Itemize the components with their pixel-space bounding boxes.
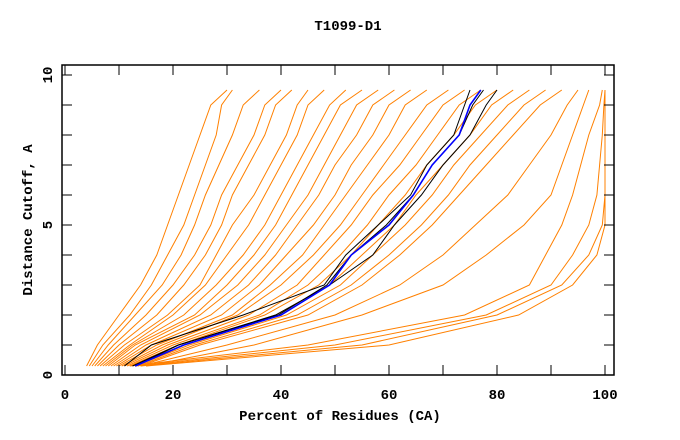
model-line-9	[110, 89, 379, 367]
x-tick-label: 40	[273, 388, 290, 404]
reference-line-28	[134, 89, 498, 367]
y-tick-label: 5	[41, 221, 57, 229]
model-line-3	[94, 89, 282, 367]
highlighted-model-line-30	[134, 89, 482, 367]
model-line-13	[121, 89, 449, 367]
x-tick-label: 20	[165, 388, 182, 404]
x-tick-label: 0	[61, 388, 69, 404]
model-line-10	[113, 89, 395, 367]
model-line-25	[140, 90, 606, 367]
reference-line-29	[132, 89, 484, 367]
x-tick-label: 80	[489, 388, 506, 404]
reference-line-27	[124, 89, 471, 367]
x-tick-label: 100	[592, 388, 617, 404]
x-tick-label: 60	[381, 388, 398, 404]
model-line-8	[107, 89, 363, 367]
model-line-12	[118, 89, 428, 367]
model-line-22	[140, 89, 579, 367]
series-layer	[86, 89, 606, 367]
model-line-5	[99, 89, 309, 367]
model-line-20	[140, 89, 563, 367]
model-line-14	[124, 89, 465, 367]
model-line-19	[137, 89, 546, 367]
model-line-0	[86, 89, 228, 367]
model-line-24	[135, 89, 606, 367]
model-line-4	[97, 89, 293, 367]
axes-layer: 0 20 40 60 80 100 0 5 10	[41, 64, 618, 404]
model-line-1	[88, 89, 233, 367]
model-line-16	[129, 89, 498, 367]
model-line-18	[135, 89, 530, 367]
model-line-21	[145, 89, 590, 367]
x-axis-label: Percent of Residues (CA)	[239, 409, 441, 425]
y-tick-label: 0	[41, 371, 57, 379]
y-tick-label: 10	[41, 67, 57, 84]
chart-title: T1099-D1	[314, 19, 381, 35]
model-line-2	[91, 89, 260, 367]
model-line-11	[116, 89, 411, 367]
y-axis-label: Distance Cutoff, A	[21, 144, 37, 296]
model-line-15	[126, 89, 482, 367]
model-line-23	[129, 89, 603, 367]
plot-frame	[61, 64, 615, 376]
model-line-7	[105, 89, 347, 367]
model-line-6	[102, 89, 325, 367]
